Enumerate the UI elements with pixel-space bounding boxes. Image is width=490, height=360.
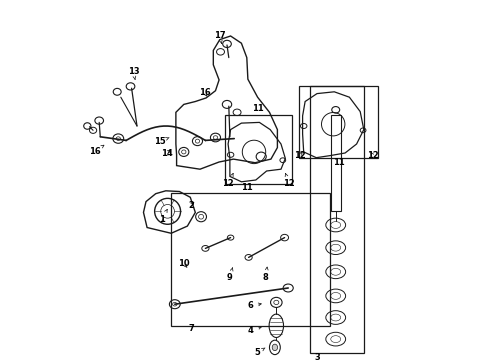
Text: 1: 1 [159,210,167,224]
Text: 4: 4 [247,326,261,335]
Text: 12: 12 [367,151,379,160]
Bar [310,86,364,353]
Text: 11: 11 [333,158,344,167]
Text: 16: 16 [89,145,104,156]
Text: 2: 2 [188,201,194,210]
Text: 16: 16 [199,88,211,97]
Text: 7: 7 [188,324,194,333]
Text: 15: 15 [154,136,169,145]
Text: 14: 14 [161,149,173,158]
Text: 17: 17 [214,31,225,44]
Text: 13: 13 [127,68,139,80]
Text: 12: 12 [294,151,306,160]
Bar [299,86,378,158]
Text: 6: 6 [247,302,261,310]
Bar [331,115,341,211]
Text: 12: 12 [222,174,234,188]
Text: 5: 5 [254,348,265,357]
Text: 12: 12 [283,174,295,188]
Bar [225,115,292,184]
Text: 11: 11 [241,183,253,192]
Text: 3: 3 [314,353,320,360]
Text: 11: 11 [252,104,264,112]
Bar [171,193,330,326]
Text: 8: 8 [263,267,269,282]
Text: 10: 10 [178,259,190,268]
Text: 9: 9 [227,268,233,282]
Ellipse shape [272,344,277,351]
